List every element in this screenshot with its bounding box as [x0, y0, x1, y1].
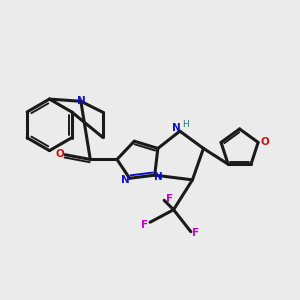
- Text: H: H: [182, 120, 189, 129]
- Text: N: N: [172, 123, 181, 133]
- Text: F: F: [141, 220, 148, 230]
- Text: F: F: [192, 228, 199, 238]
- Text: N: N: [154, 172, 163, 182]
- Text: N: N: [77, 96, 86, 106]
- Text: F: F: [166, 194, 173, 204]
- Text: O: O: [55, 149, 64, 159]
- Text: O: O: [261, 137, 269, 147]
- Text: N: N: [122, 175, 130, 185]
